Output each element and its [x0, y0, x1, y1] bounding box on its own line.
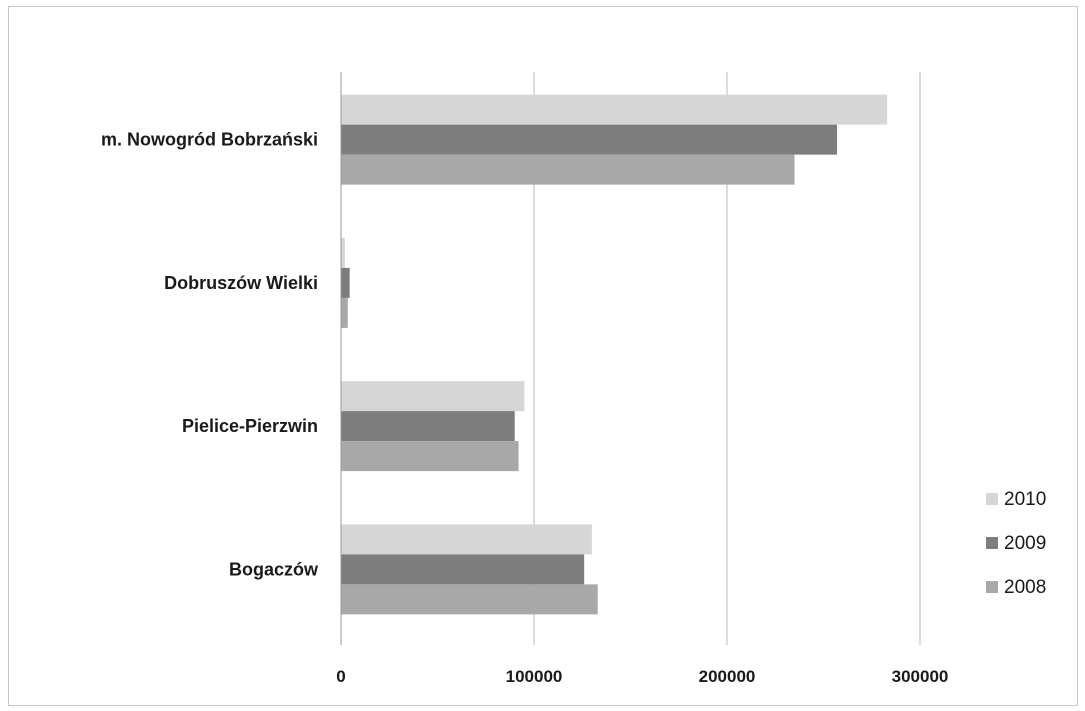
legend-swatch-2008 — [986, 581, 998, 593]
legend-label-2009: 2009 — [1004, 533, 1046, 554]
category-labels: m. Nowogród Bobrzański Dobruszów Wielki Pi… — [101, 130, 319, 580]
category-label: m. Nowogród Bobrzański — [101, 130, 318, 150]
x-tick-label: 200000 — [699, 667, 756, 686]
bar-2009-0 — [341, 124, 838, 155]
bar-2010-3 — [341, 524, 592, 555]
x-tick-label: 100000 — [506, 667, 563, 686]
bar-2010-2 — [341, 381, 525, 412]
legend-swatch-2010 — [986, 493, 998, 505]
legend-swatch-2009 — [986, 537, 998, 549]
bar-2009-2 — [341, 411, 515, 442]
bar-2010-1 — [341, 237, 345, 268]
x-tick-label: 0 — [336, 667, 345, 686]
bar-2010-0 — [341, 94, 888, 125]
legend-label-2010: 2010 — [1004, 489, 1046, 510]
category-label: Dobruszów Wielki — [164, 273, 318, 293]
category-label: Pielice-Pierzwin — [182, 416, 318, 436]
bars — [341, 94, 888, 615]
bar-2008-1 — [341, 297, 348, 328]
tick-labels: 0 100000 200000 300000 — [336, 667, 948, 686]
bar-2008-3 — [341, 584, 598, 615]
bar-2009-3 — [341, 554, 585, 585]
legend: 2010 2009 2008 — [986, 489, 1046, 598]
bar-2008-2 — [341, 441, 519, 472]
legend-label-2008: 2008 — [1004, 577, 1046, 598]
bar-2009-1 — [341, 267, 350, 298]
x-tick-label: 300000 — [892, 667, 949, 686]
bar-2008-0 — [341, 154, 795, 185]
category-label: Bogaczów — [229, 559, 319, 579]
